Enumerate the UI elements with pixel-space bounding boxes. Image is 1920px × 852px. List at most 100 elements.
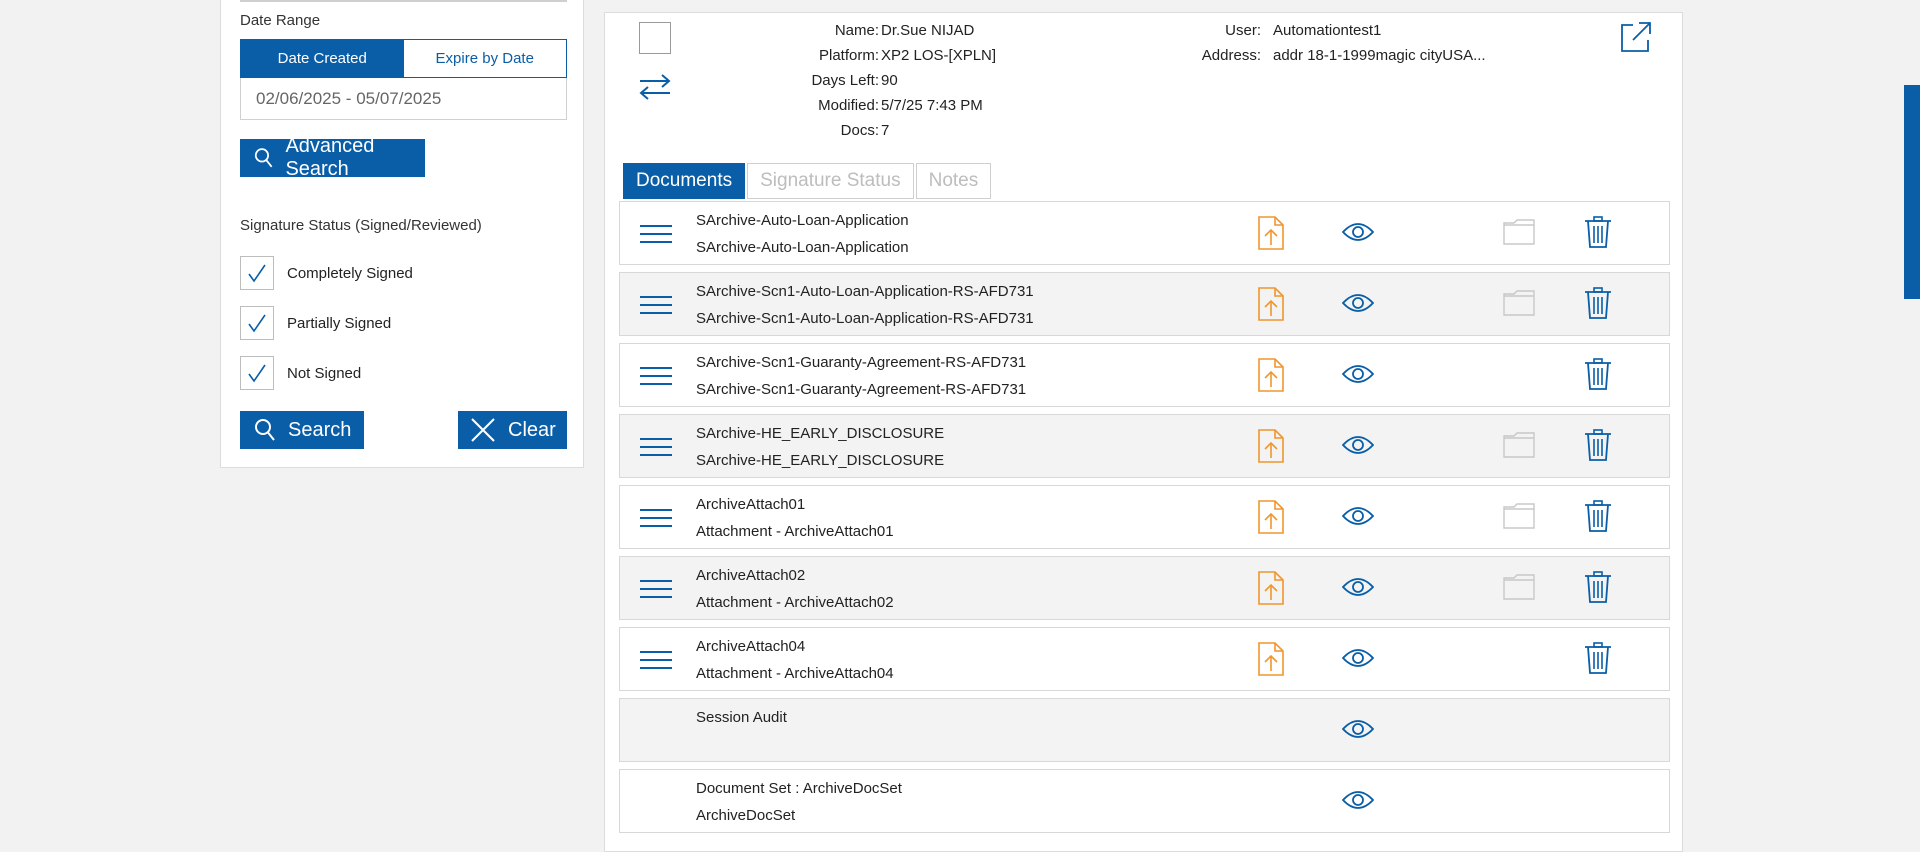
hamburger-menu-icon[interactable] bbox=[640, 650, 672, 674]
document-subtitle: SArchive-Auto-Loan-Application bbox=[696, 239, 909, 256]
file-upload-icon[interactable] bbox=[1258, 642, 1284, 680]
eye-icon[interactable] bbox=[1341, 222, 1375, 246]
eye-icon[interactable] bbox=[1341, 293, 1375, 317]
detail-tabs: Documents Signature Status Notes bbox=[623, 163, 993, 199]
popout-icon[interactable] bbox=[1619, 20, 1653, 58]
platform-label: Platform: bbox=[818, 47, 879, 64]
document-subtitle: ArchiveDocSet bbox=[696, 807, 796, 824]
document-row: ArchiveAttach02 Attachment - ArchiveAttac… bbox=[619, 556, 1670, 620]
trash-icon[interactable] bbox=[1584, 358, 1612, 394]
modified-value: 5/7/25 7:43 PM bbox=[881, 97, 983, 114]
date-range-input[interactable] bbox=[240, 78, 567, 120]
partially-signed-label: Partially Signed bbox=[287, 314, 392, 332]
trash-icon[interactable] bbox=[1584, 429, 1612, 465]
document-subtitle: SArchive-HE_EARLY_DISCLOSURE bbox=[696, 452, 945, 469]
search-icon bbox=[254, 148, 273, 168]
advanced-search-label: Advanced Search bbox=[285, 135, 375, 180]
document-subtitle: Attachment - ArchiveAttach04 bbox=[696, 665, 894, 682]
trash-icon[interactable] bbox=[1584, 500, 1612, 536]
trash-icon[interactable] bbox=[1584, 642, 1612, 678]
filter-not-signed: Not Signed bbox=[240, 356, 361, 390]
user-label: User: bbox=[1225, 22, 1261, 39]
date-range-label: Date Range bbox=[240, 12, 321, 29]
platform-value: XP2 LOS-[XPLN] bbox=[881, 47, 997, 64]
hamburger-menu-icon[interactable] bbox=[640, 508, 672, 532]
eye-icon[interactable] bbox=[1341, 435, 1375, 459]
folder-icon[interactable] bbox=[1503, 219, 1535, 249]
select-package-checkbox[interactable] bbox=[639, 22, 671, 54]
file-upload-icon[interactable] bbox=[1258, 500, 1284, 538]
file-upload-icon[interactable] bbox=[1258, 429, 1284, 467]
date-type-toggle: Date Created Expire by Date bbox=[240, 39, 567, 78]
eye-icon[interactable] bbox=[1341, 790, 1375, 814]
document-title: Document Set : ArchiveDocSet bbox=[696, 780, 902, 797]
days-left-label: Days Left: bbox=[811, 72, 879, 89]
folder-icon[interactable] bbox=[1503, 432, 1535, 462]
tab-signature-status[interactable]: Signature Status bbox=[747, 163, 914, 199]
swap-arrows-icon[interactable] bbox=[638, 73, 672, 105]
filter-partially-signed: Partially Signed bbox=[240, 306, 391, 340]
search-label: Search bbox=[288, 418, 352, 441]
user-value: Automationtest1 bbox=[1273, 22, 1382, 39]
hamburger-menu-icon[interactable] bbox=[640, 437, 672, 461]
tab-notes[interactable]: Notes bbox=[915, 163, 992, 199]
document-subtitle: Attachment - ArchiveAttach02 bbox=[696, 594, 894, 611]
completely-signed-checkbox[interactable] bbox=[240, 256, 274, 290]
document-row: ArchiveAttach04 Attachment - ArchiveAttac… bbox=[619, 627, 1670, 691]
partially-signed-checkbox[interactable] bbox=[240, 306, 274, 340]
document-row: SArchive-Auto-Loan-Application SArchive-A… bbox=[619, 201, 1670, 265]
document-title: ArchiveAttach01 bbox=[696, 496, 806, 513]
document-subtitle: Attachment - ArchiveAttach01 bbox=[696, 523, 894, 540]
clear-label: Clear bbox=[508, 418, 556, 441]
folder-icon[interactable] bbox=[1503, 574, 1535, 604]
file-upload-icon[interactable] bbox=[1258, 571, 1284, 609]
document-row: Session Audit bbox=[619, 698, 1670, 762]
trash-icon[interactable] bbox=[1584, 216, 1612, 252]
docs-value: 7 bbox=[881, 122, 890, 139]
filter-panel: Date Range Date Created Expire by Date A… bbox=[220, 0, 584, 468]
advanced-search-button[interactable]: Advanced Search bbox=[240, 135, 425, 180]
document-title: ArchiveAttach04 bbox=[696, 638, 806, 655]
search-button[interactable]: Search bbox=[240, 411, 364, 449]
tab-documents[interactable]: Documents bbox=[623, 163, 746, 199]
trash-icon[interactable] bbox=[1584, 287, 1612, 323]
folder-icon[interactable] bbox=[1503, 290, 1535, 320]
package-detail-panel: Name: Dr.Sue NIJAD Platform: XP2 LOS-[XP… bbox=[604, 12, 1683, 852]
document-title: SArchive-Auto-Loan-Application bbox=[696, 212, 909, 229]
days-left-value: 90 bbox=[881, 72, 898, 89]
document-title: SArchive-Scn1-Auto-Loan-Application-RS-A… bbox=[696, 283, 1034, 300]
document-row: SArchive-Scn1-Guaranty-Agreement-RS-AFD7… bbox=[619, 343, 1670, 407]
not-signed-label: Not Signed bbox=[287, 364, 362, 382]
document-row: SArchive-HE_EARLY_DISCLOSURE SArchive-HE_… bbox=[619, 414, 1670, 478]
document-title: SArchive-HE_EARLY_DISCLOSURE bbox=[696, 425, 945, 442]
eye-icon[interactable] bbox=[1341, 506, 1375, 530]
name-value: Dr.Sue NIJAD bbox=[881, 22, 975, 39]
hamburger-menu-icon[interactable] bbox=[640, 224, 672, 248]
hamburger-menu-icon[interactable] bbox=[640, 579, 672, 603]
file-upload-icon[interactable] bbox=[1258, 287, 1284, 325]
hamburger-menu-icon[interactable] bbox=[640, 295, 672, 319]
search-icon bbox=[255, 419, 275, 441]
not-signed-checkbox[interactable] bbox=[240, 356, 274, 390]
document-subtitle: SArchive-Scn1-Auto-Loan-Application-RS-A… bbox=[696, 310, 1034, 327]
file-upload-icon[interactable] bbox=[1258, 216, 1284, 254]
eye-icon[interactable] bbox=[1341, 648, 1375, 672]
folder-icon[interactable] bbox=[1503, 503, 1535, 533]
expire-by-date-toggle[interactable]: Expire by Date bbox=[403, 40, 566, 77]
date-created-toggle[interactable]: Date Created bbox=[241, 40, 404, 77]
document-title: SArchive-Scn1-Guaranty-Agreement-RS-AFD7… bbox=[696, 354, 1027, 371]
hamburger-menu-icon[interactable] bbox=[640, 366, 672, 390]
document-row: SArchive-Scn1-Auto-Loan-Application-RS-A… bbox=[619, 272, 1670, 336]
scrollbar-handle[interactable] bbox=[1904, 85, 1920, 299]
document-title: ArchiveAttach02 bbox=[696, 567, 806, 584]
file-upload-icon[interactable] bbox=[1258, 358, 1284, 396]
eye-icon[interactable] bbox=[1341, 364, 1375, 388]
clear-button[interactable]: Clear bbox=[458, 411, 567, 449]
eye-icon[interactable] bbox=[1341, 719, 1375, 743]
trash-icon[interactable] bbox=[1584, 571, 1612, 607]
address-label: Address: bbox=[1201, 47, 1261, 64]
signature-status-title: Signature Status (Signed/Reviewed) bbox=[240, 217, 482, 234]
completely-signed-label: Completely Signed bbox=[287, 264, 413, 282]
eye-icon[interactable] bbox=[1341, 577, 1375, 601]
document-row: ArchiveAttach01 Attachment - ArchiveAttac… bbox=[619, 485, 1670, 549]
